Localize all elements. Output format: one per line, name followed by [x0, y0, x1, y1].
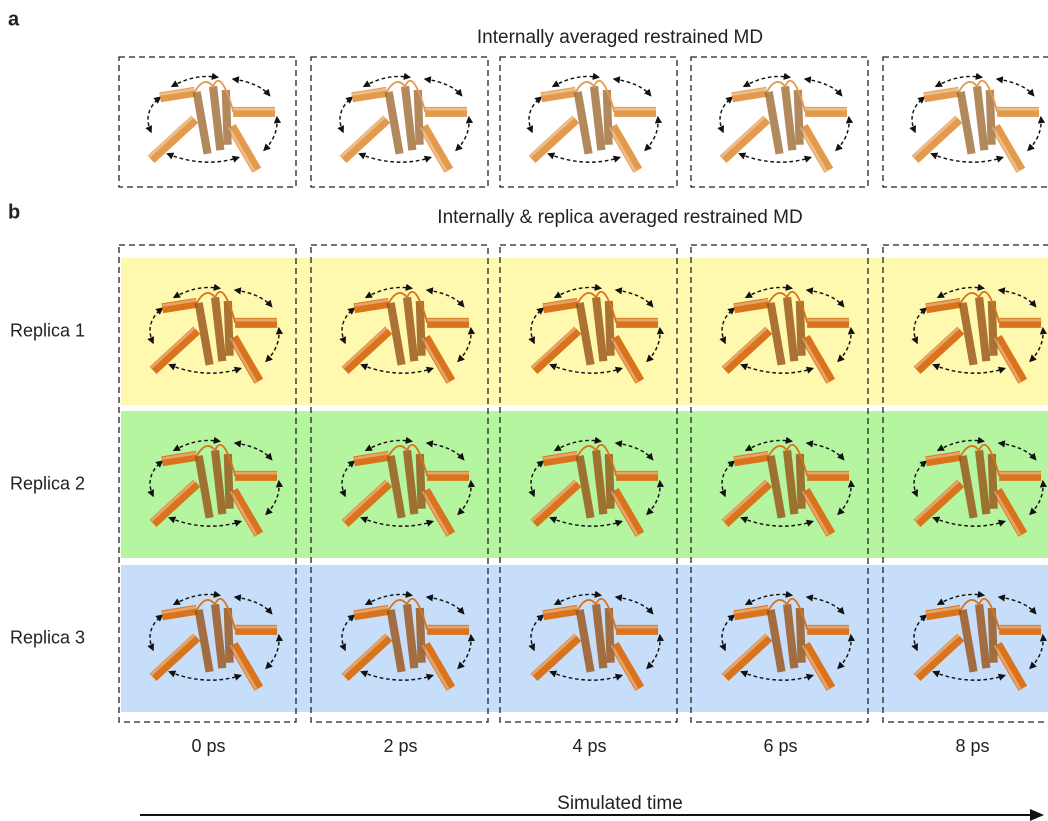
protein: [148, 76, 277, 171]
axis-label: Simulated time: [557, 793, 683, 814]
protein: [529, 76, 658, 171]
replica-label: Replica 1: [10, 320, 85, 340]
protein: [340, 76, 469, 171]
frame-box: [310, 56, 489, 188]
panel-label: b: [8, 201, 20, 223]
frame-box: [882, 56, 1048, 188]
time-label: 6 ps: [763, 736, 797, 756]
frame-box: [499, 56, 678, 188]
replica-label: Replica 3: [10, 627, 85, 647]
time-label: 8 ps: [955, 736, 989, 756]
time-label: 4 ps: [572, 736, 606, 756]
time-label: 2 ps: [383, 736, 417, 756]
protein: [912, 76, 1041, 171]
protein: [720, 76, 849, 171]
time-column: [690, 244, 869, 723]
panel-title: Internally averaged restrained MD: [477, 27, 763, 48]
replica-label: Replica 2: [10, 473, 85, 493]
time-label: 0 ps: [191, 736, 225, 756]
time-column: [310, 244, 489, 723]
arrow-head: [1030, 809, 1044, 821]
panel-title: Internally & replica averaged restrained…: [437, 207, 802, 228]
time-column: [118, 244, 297, 723]
time-column: [499, 244, 678, 723]
panel-label: a: [8, 8, 20, 30]
frame-box: [690, 56, 869, 188]
frame-box: [118, 56, 297, 188]
time-column: [882, 244, 1048, 723]
